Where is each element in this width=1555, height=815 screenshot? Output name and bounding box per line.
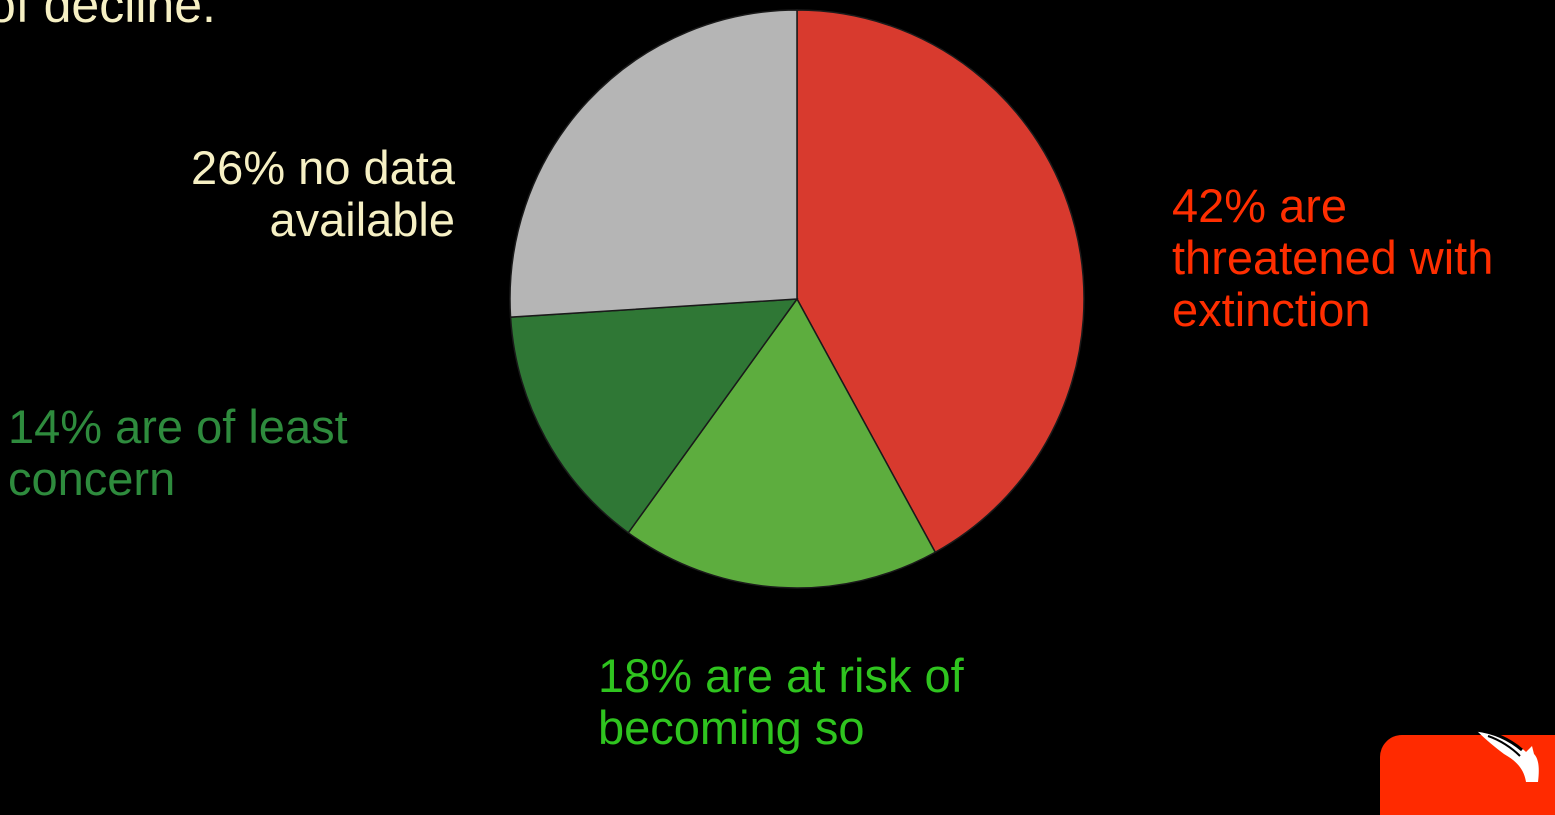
label-threatened: 42% are threatened with extinction xyxy=(1172,179,1494,336)
pie-slice-least-concern xyxy=(509,298,799,534)
label-at-risk: 18% are at risk of becoming so xyxy=(598,649,964,754)
label-least-concern: 14% are of least concern xyxy=(8,400,348,505)
pie-chart xyxy=(509,9,1085,589)
label-no-data: 26% no data available xyxy=(191,141,455,246)
pie-slice-at-risk xyxy=(627,297,937,589)
pie-slice-threatened xyxy=(796,9,1085,554)
pie-slice-no-data xyxy=(509,9,798,318)
heading-fragment: of decline. xyxy=(0,0,216,33)
swallow-logo-icon xyxy=(1475,728,1539,782)
